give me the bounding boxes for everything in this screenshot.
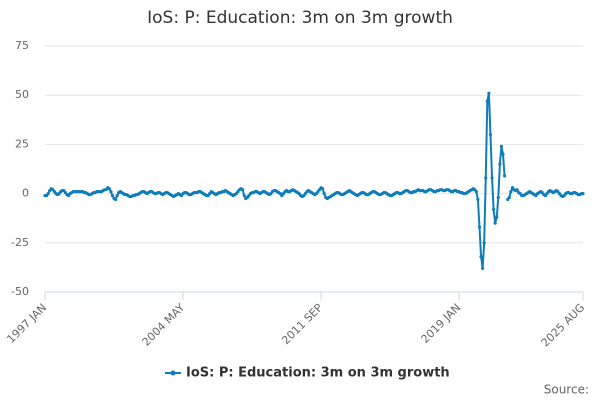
data-point — [113, 197, 118, 202]
data-point — [109, 190, 113, 194]
data-point — [498, 162, 502, 166]
y-tick-label: 75 — [15, 39, 29, 52]
data-point — [509, 190, 513, 194]
x-tick-label: 2025 AUG — [539, 301, 588, 350]
y-tick-label: -25 — [11, 236, 29, 249]
data-point — [107, 187, 111, 191]
data-point — [507, 195, 511, 200]
data-point — [321, 187, 325, 191]
data-point — [479, 254, 483, 259]
data-point — [241, 188, 245, 192]
series-line — [45, 93, 506, 269]
data-point — [488, 132, 493, 137]
data-point — [496, 195, 500, 200]
data-point — [490, 176, 494, 180]
data-point — [502, 174, 507, 178]
data-point — [499, 144, 504, 148]
data-point — [495, 215, 499, 219]
source: Source: — [544, 383, 589, 397]
data-point — [476, 197, 480, 202]
data-point — [484, 176, 488, 180]
chart-title: IoS: P: Education: 3m on 3m growth — [147, 8, 453, 28]
data-point — [581, 192, 585, 196]
y-tick-label: 50 — [15, 88, 29, 101]
data-point — [46, 192, 50, 196]
y-tick-label: 0 — [22, 187, 29, 200]
data-point — [115, 193, 119, 198]
data-point — [477, 225, 482, 229]
data-point — [110, 193, 115, 198]
x-tick-label: 1997 JAN — [4, 301, 49, 346]
data-point — [322, 192, 326, 196]
data-point — [485, 99, 489, 103]
data-point — [481, 266, 485, 270]
legend-label: IoS: P: Education: 3m on 3m growth — [186, 366, 450, 381]
data-point — [474, 190, 478, 194]
x-tick-label: 2004 MAY — [140, 301, 188, 349]
y-tick-label: -50 — [11, 285, 29, 298]
data-point — [482, 241, 486, 245]
data-point — [515, 188, 519, 192]
data-point — [501, 152, 505, 156]
x-tick-label: 2011 SEP — [279, 301, 325, 347]
data-point — [493, 221, 497, 225]
legend-marker — [170, 370, 176, 376]
data-point — [491, 207, 496, 211]
data-point — [487, 91, 491, 95]
x-tick-label: 2019 JAN — [419, 301, 464, 346]
data-point — [242, 193, 246, 198]
y-tick-label: 25 — [15, 137, 29, 150]
